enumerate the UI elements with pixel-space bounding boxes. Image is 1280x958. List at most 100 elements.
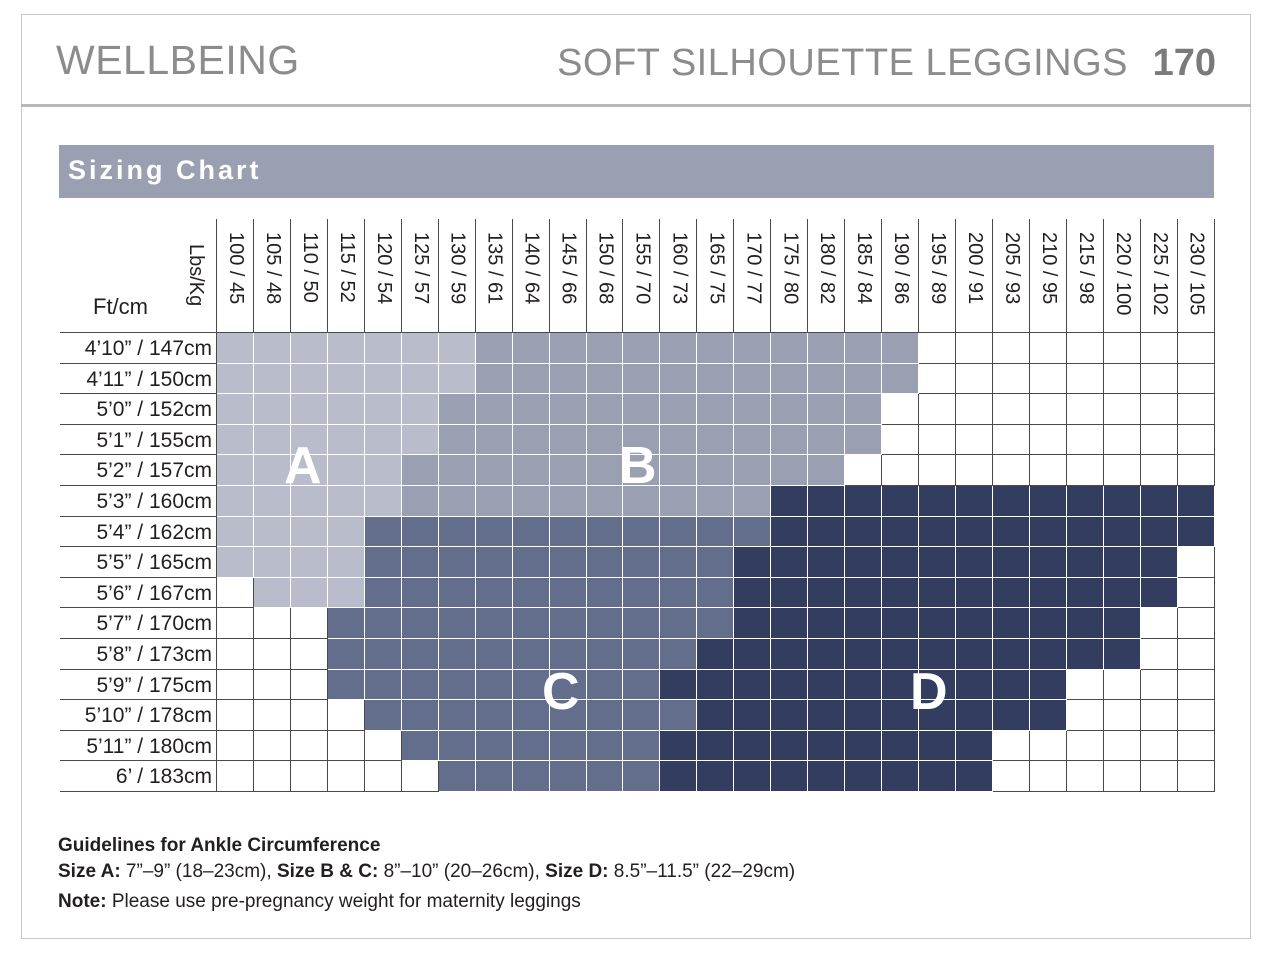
size-b-cell [550, 425, 587, 455]
height-row-header: 5’2” / 157cm [96, 459, 212, 483]
size-b-cell [587, 333, 623, 364]
size-b-cell [808, 333, 845, 364]
column-header-rule [992, 219, 993, 333]
size-d-cell [1141, 578, 1178, 608]
column-header-rule [401, 219, 402, 333]
size-d-cell [956, 639, 993, 670]
empty-cell [956, 364, 993, 394]
size-d-cell [1104, 608, 1141, 639]
size-d-cell [882, 700, 919, 731]
size-d-cell [808, 761, 845, 792]
size-b-cell [808, 455, 845, 486]
empty-cell [882, 425, 919, 455]
size-d-cell [808, 547, 845, 578]
size-b-cell [623, 364, 660, 394]
size-b-cell [697, 425, 734, 455]
column-header-rule [881, 219, 882, 333]
size-d-cell [697, 670, 734, 700]
size-b-cell [623, 394, 660, 425]
size-d-cell [771, 517, 808, 547]
size-b-cell [623, 486, 660, 517]
size-b-cell [771, 364, 808, 394]
size-d-cell [734, 731, 771, 761]
size-a-cell [291, 486, 328, 517]
size-b-cell [734, 486, 771, 517]
empty-cell [291, 700, 328, 731]
size-d-cell [956, 700, 993, 731]
size-c-cell [623, 761, 660, 792]
size-d-cell [771, 761, 808, 792]
size-d-cell [1104, 486, 1141, 517]
size-b-cell [550, 364, 587, 394]
size-c-cell [476, 761, 513, 792]
empty-cell [956, 333, 993, 364]
size-d-cell [808, 578, 845, 608]
size-d-cell [919, 670, 956, 700]
size-a-cell [291, 455, 328, 486]
weight-column-header: 180 / 82 [816, 232, 839, 305]
row-label-rule [60, 363, 217, 364]
size-a-cell [402, 333, 439, 364]
size-a-cell [291, 333, 328, 364]
empty-cell [1067, 333, 1104, 364]
size-d-cell [882, 517, 919, 547]
height-axis-label: Ft/cm [93, 294, 148, 319]
empty-cell [217, 608, 254, 639]
size-b-cell [734, 425, 771, 455]
weight-column-header: 200 / 91 [964, 232, 986, 305]
size-d-cell [1178, 517, 1215, 547]
size-c-cell [660, 578, 697, 608]
size-d-cell [734, 761, 771, 792]
size-d-cell [660, 670, 697, 700]
size-b-cell [845, 333, 882, 364]
size-b-cell [402, 486, 439, 517]
size-c-cell [365, 700, 402, 731]
empty-cell [365, 761, 402, 792]
size-d-cell [771, 670, 808, 700]
empty-cell [1030, 731, 1067, 761]
empty-cell [254, 670, 291, 700]
empty-cell [919, 394, 956, 425]
size-b-cell [845, 394, 882, 425]
weight-column-header: 155 / 70 [631, 232, 654, 305]
empty-cell [1178, 731, 1215, 761]
size-d-cell [808, 517, 845, 547]
size-b-cell [476, 486, 513, 517]
size-c-cell [476, 578, 513, 608]
row-label-rule [60, 393, 217, 394]
size-d-cell [845, 578, 882, 608]
size-c-cell [402, 578, 439, 608]
size-a-cell [328, 486, 365, 517]
size-c-cell [328, 608, 365, 639]
empty-cell [1178, 700, 1215, 731]
size-b-cell [697, 364, 734, 394]
size-d-cell [1067, 547, 1104, 578]
size-d-cell [771, 486, 808, 517]
height-row-header: 5’5” / 165cm [96, 551, 212, 575]
size-c-cell [328, 670, 365, 700]
size-c-cell [365, 517, 402, 547]
size-c-cell [439, 578, 476, 608]
column-header-rule [216, 219, 217, 333]
size-c-cell [587, 639, 623, 670]
size-b-cell [476, 333, 513, 364]
empty-cell [1104, 700, 1141, 731]
empty-cell [1178, 333, 1215, 364]
column-header-rule [770, 219, 771, 333]
empty-cell [993, 394, 1030, 425]
column-header-rule [327, 219, 328, 333]
row-label-rule [60, 485, 217, 486]
size-c-cell [513, 547, 550, 578]
size-c-cell [513, 700, 550, 731]
size-d-cell [771, 608, 808, 639]
size-c-cell [476, 731, 513, 761]
size-a-cell [254, 578, 291, 608]
size-b-cell [513, 455, 550, 486]
size-b-cell [882, 333, 919, 364]
empty-cell [1178, 394, 1215, 425]
row-label-rule [60, 730, 217, 731]
size-d-cell [734, 700, 771, 731]
size-c-cell [587, 731, 623, 761]
size-a-cell [217, 364, 254, 394]
size-d-cell [845, 547, 882, 578]
